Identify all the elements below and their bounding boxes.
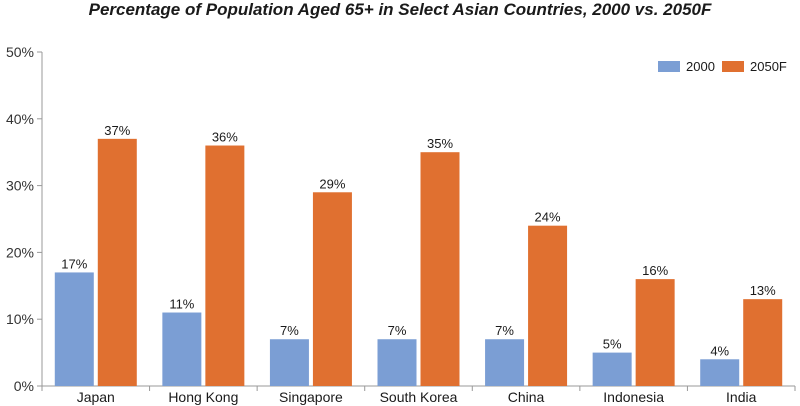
x-tick-label: Hong Kong [168,389,238,405]
legend-label-2050f: 2050F [750,59,787,74]
y-tick-label: 0% [14,378,34,394]
x-tick-label: Singapore [279,389,343,405]
bar-2050f-china [528,225,568,386]
y-tick-label: 10% [6,311,34,327]
y-tick-label: 40% [6,111,34,127]
data-label: 5% [603,337,622,352]
legend-swatch-2000 [658,61,680,72]
data-label: 29% [319,176,345,191]
data-label: 36% [212,130,238,145]
data-labels: 17% 37% 11% 36% 7% 29% 7% 35% 7% 24% 5% 16% 4% 13% [61,123,776,358]
data-label: 37% [104,123,130,138]
data-label: 7% [495,323,514,338]
legend-swatch-2050f [722,61,744,72]
legend: 2000 2050F [658,59,787,74]
bar-2050f-singapore [312,192,352,386]
data-label: 7% [388,323,407,338]
data-label: 35% [427,136,453,151]
x-tick-label: India [726,389,757,405]
data-label: 7% [280,323,299,338]
data-label: 16% [642,263,668,278]
data-label: 13% [750,283,776,298]
bar-2050f-south-korea [420,152,460,386]
data-label: 24% [535,210,561,225]
legend-label-2000: 2000 [686,59,715,74]
bars [54,138,783,386]
bar-2000-india [700,359,740,386]
bar-2000-hong-kong [162,312,202,386]
bar-2050f-india [743,299,783,386]
data-label: 11% [169,297,194,312]
y-tick-label: 30% [6,178,34,194]
y-axis: 0% 10% 20% 30% 40% 50% [6,44,43,394]
x-tick-label: Japan [77,389,115,405]
bar-2000-singapore [269,339,309,386]
bar-2000-japan [54,272,94,386]
x-axis: Japan Hong Kong Singapore South Korea China I… [41,385,796,405]
x-tick-label: Indonesia [603,389,664,405]
data-label: 17% [61,256,87,271]
bar-2050f-japan [97,138,137,386]
x-tick-label: South Korea [380,389,458,405]
bar-2050f-indonesia [635,279,675,386]
bar-2000-indonesia [592,352,632,386]
x-tick-label: China [508,389,545,405]
y-tick-label: 20% [6,244,34,260]
data-label: 4% [710,343,729,358]
bar-2050f-hong-kong [205,145,245,386]
y-tick-label: 50% [6,44,34,60]
bar-2000-south-korea [377,339,417,386]
chart-title: Percentage of Population Aged 65+ in Sel… [89,0,712,19]
bar-2000-china [485,339,525,386]
